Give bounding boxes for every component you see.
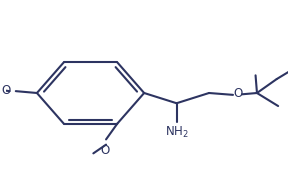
- Text: O: O: [100, 144, 109, 157]
- Text: NH$_2$: NH$_2$: [165, 125, 188, 140]
- Text: O: O: [234, 87, 243, 100]
- Text: O: O: [1, 84, 10, 97]
